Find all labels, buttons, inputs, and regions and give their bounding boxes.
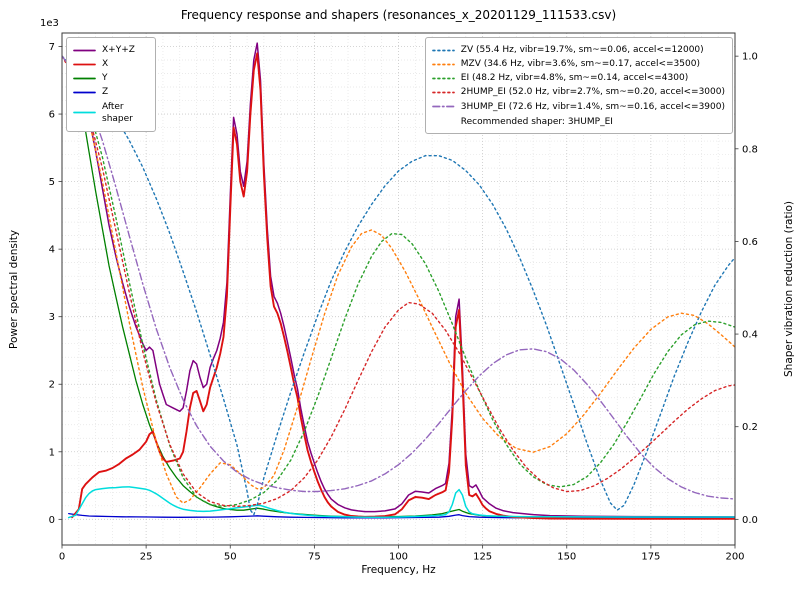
series-ei bbox=[62, 55, 735, 508]
legend-item-mzv: MZV (34.6 Hz, vibr=3.6%, sm~=0.17, accel… bbox=[431, 58, 725, 70]
svg-text:0.6: 0.6 bbox=[742, 237, 758, 248]
x-line-swatch-icon bbox=[73, 63, 96, 66]
y-axis-left-label: Power spectral density bbox=[8, 229, 20, 349]
legend-item-after-shaper: After shaper bbox=[73, 101, 148, 125]
legend-label-y: Y bbox=[102, 73, 108, 84]
legend-label-z: Z bbox=[102, 87, 109, 98]
svg-text:0.4: 0.4 bbox=[742, 330, 758, 341]
svg-text:0.2: 0.2 bbox=[742, 422, 758, 433]
svg-text:2: 2 bbox=[49, 380, 55, 391]
chart-title: Frequency response and shapers (resonanc… bbox=[180, 8, 617, 22]
y-axis-right-label: Shaper vibration reduction (ratio) bbox=[783, 200, 795, 378]
svg-text:25: 25 bbox=[140, 552, 153, 563]
legend-label-3hump-ei: 3HUMP_EI (72.6 Hz, vibr=1.4%, sm~=0.16, … bbox=[460, 101, 725, 112]
2hump-ei-line-swatch-icon bbox=[431, 91, 455, 94]
xyz-line-swatch-icon bbox=[73, 49, 96, 51]
svg-text:5: 5 bbox=[49, 177, 55, 188]
3hump-ei-line-swatch-icon bbox=[431, 105, 455, 108]
svg-text:0.8: 0.8 bbox=[742, 144, 758, 155]
legend-item-xyz: X+Y+Z bbox=[73, 44, 148, 56]
legend-label-mzv: MZV (34.6 Hz, vibr=3.6%, sm~=0.17, accel… bbox=[460, 59, 700, 70]
svg-text:1.0: 1.0 bbox=[742, 52, 758, 63]
tick-labels: 0 25 50 75 100 125 150 175 200 0 1 2 3 4 5 6 7 0.0 0.2 0.4 0… bbox=[49, 42, 758, 562]
series-3hump_ei bbox=[62, 55, 735, 500]
series-2hump_ei bbox=[62, 55, 735, 508]
svg-text:175: 175 bbox=[641, 552, 660, 563]
svg-text:50: 50 bbox=[224, 552, 237, 563]
svg-text:0: 0 bbox=[49, 515, 55, 526]
after-shaper-line-swatch-icon bbox=[73, 111, 96, 114]
svg-text:150: 150 bbox=[557, 552, 576, 563]
z-line-swatch-icon bbox=[73, 91, 96, 94]
svg-text:0.0: 0.0 bbox=[742, 515, 758, 526]
psd-legend: X+Y+Z X Y Z After shaper bbox=[66, 37, 156, 132]
legend-label-2hump-ei: 2HUMP_EI (52.0 Hz, vibr=2.7%, sm~=0.20, … bbox=[460, 87, 725, 98]
y-left-offset-text: 1e3 bbox=[40, 18, 59, 29]
svg-text:1: 1 bbox=[49, 447, 55, 458]
legend-label-ei: EI (48.2 Hz, vibr=4.8%, sm~=0.14, accel<… bbox=[460, 73, 689, 84]
shaper-legend: ZV (55.4 Hz, vibr=19.7%, sm~=0.06, accel… bbox=[424, 37, 733, 134]
ei-line-swatch-icon bbox=[431, 77, 455, 80]
zv-line-swatch-icon bbox=[431, 49, 455, 51]
legend-item-3hump-ei: 3HUMP_EI (72.6 Hz, vibr=1.4%, sm~=0.16, … bbox=[431, 101, 725, 113]
mzv-line-swatch-icon bbox=[431, 63, 455, 66]
legend-label-after-shaper: After shaper bbox=[102, 101, 133, 124]
svg-text:3: 3 bbox=[49, 312, 55, 323]
svg-text:75: 75 bbox=[308, 552, 321, 563]
series-x bbox=[71, 52, 735, 520]
series-after_shaper bbox=[67, 486, 735, 519]
series-lines bbox=[62, 42, 735, 520]
x-axis-label: Frequency, Hz bbox=[361, 564, 436, 576]
svg-text:200: 200 bbox=[725, 552, 744, 563]
legend-item-z: Z bbox=[73, 86, 148, 98]
legend-item-y: Y bbox=[73, 72, 148, 84]
svg-text:125: 125 bbox=[473, 552, 492, 563]
series-z bbox=[68, 512, 735, 519]
svg-text:4: 4 bbox=[49, 245, 55, 256]
svg-text:0: 0 bbox=[59, 552, 65, 563]
legend-item-2hump-ei: 2HUMP_EI (52.0 Hz, vibr=2.7%, sm~=0.20, … bbox=[431, 86, 725, 98]
legend-label-zv: ZV (55.4 Hz, vibr=19.7%, sm~=0.06, accel… bbox=[460, 45, 704, 55]
legend-label-xyz: X+Y+Z bbox=[102, 45, 135, 55]
y-line-swatch-icon bbox=[73, 77, 96, 80]
svg-text:100: 100 bbox=[389, 552, 408, 563]
svg-text:7: 7 bbox=[49, 42, 55, 53]
recommended-shaper-note: Recommended shaper: 3HUMP_EI bbox=[460, 116, 613, 127]
series-mzv bbox=[62, 55, 735, 504]
svg-text:6: 6 bbox=[49, 110, 55, 121]
legend-label-x: X bbox=[102, 59, 109, 70]
series-zv bbox=[62, 55, 735, 516]
legend-item-ei: EI (48.2 Hz, vibr=4.8%, sm~=0.14, accel<… bbox=[431, 72, 725, 84]
legend-item-x: X bbox=[73, 58, 148, 70]
axis-ticks bbox=[58, 46, 739, 549]
legend-item-zv: ZV (55.4 Hz, vibr=19.7%, sm~=0.06, accel… bbox=[431, 44, 725, 56]
series-y bbox=[68, 79, 735, 520]
